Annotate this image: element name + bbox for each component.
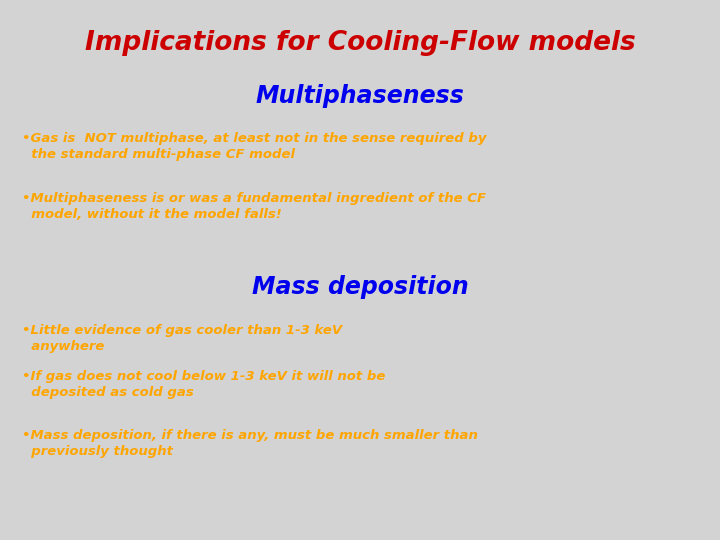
Text: Mass deposition: Mass deposition — [251, 275, 469, 299]
Text: •Gas is  NOT multiphase, at least not in the sense required by
  the standard mu: •Gas is NOT multiphase, at least not in … — [22, 132, 486, 161]
Text: Implications for Cooling-Flow models: Implications for Cooling-Flow models — [85, 30, 635, 56]
Text: •If gas does not cool below 1-3 keV it will not be
  deposited as cold gas: •If gas does not cool below 1-3 keV it w… — [22, 370, 385, 399]
Text: Multiphaseness: Multiphaseness — [256, 84, 464, 107]
Text: •Multiphaseness is or was a fundamental ingredient of the CF
  model, without it: •Multiphaseness is or was a fundamental … — [22, 192, 485, 221]
Text: •Little evidence of gas cooler than 1-3 keV
  anywhere: •Little evidence of gas cooler than 1-3 … — [22, 324, 342, 353]
Text: •Mass deposition, if there is any, must be much smaller than
  previously though: •Mass deposition, if there is any, must … — [22, 429, 477, 458]
